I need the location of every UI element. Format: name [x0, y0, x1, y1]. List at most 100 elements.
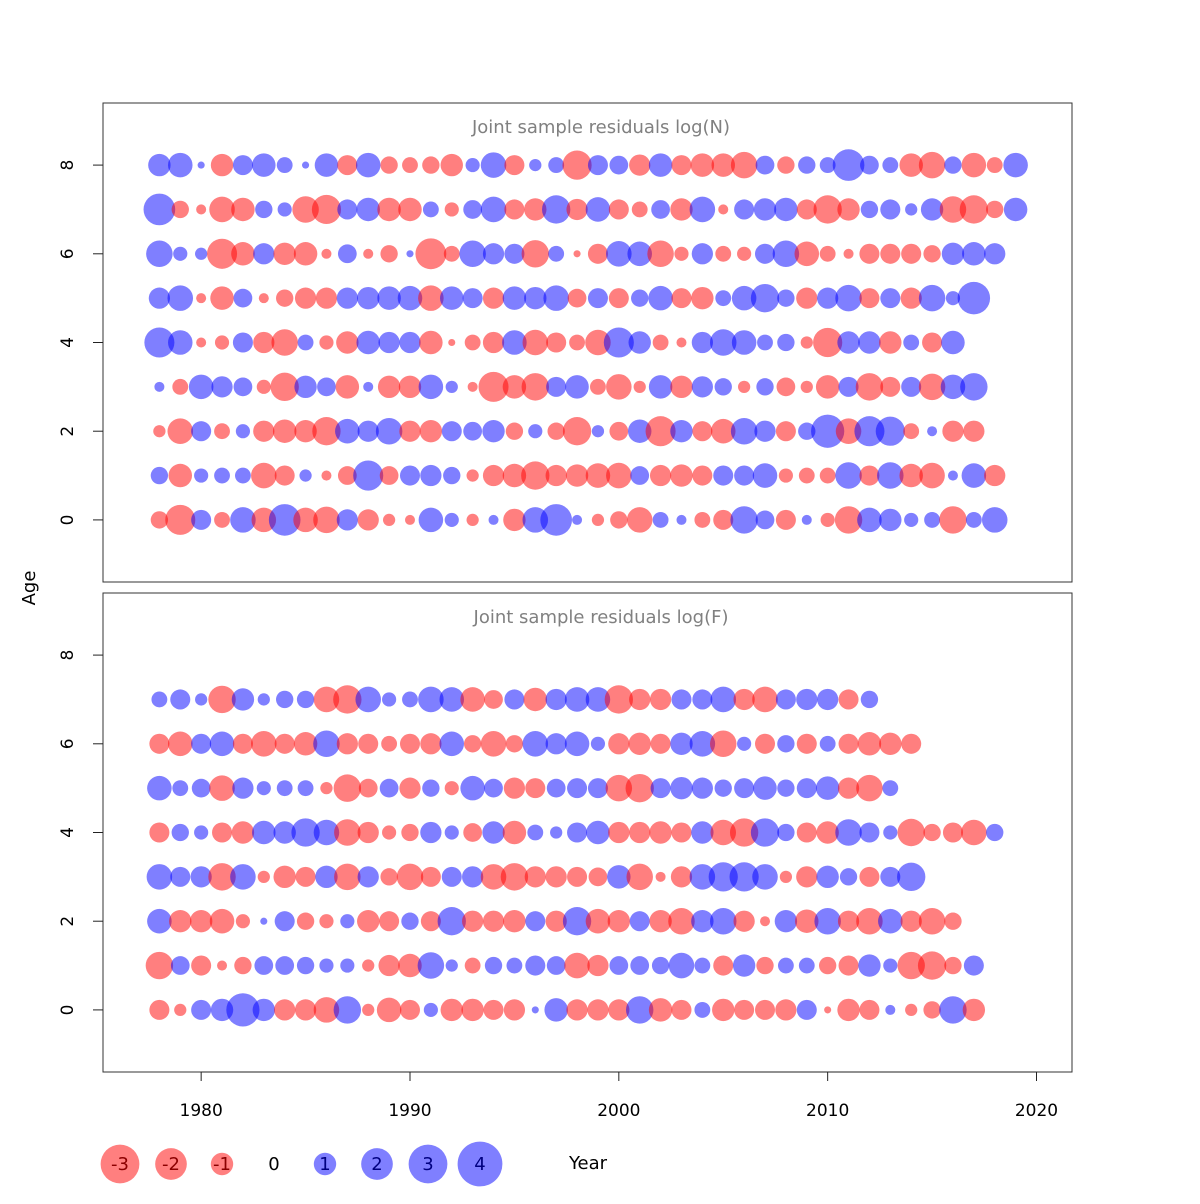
- residual-bubble: [377, 375, 401, 399]
- residual-bubble: [273, 242, 296, 265]
- panel-log-n: Joint sample residuals log(N) 0 2 4 6 8: [58, 102, 1073, 583]
- residual-bubble: [756, 378, 774, 396]
- residual-bubble: [668, 952, 695, 979]
- residual-bubble: [694, 957, 711, 974]
- residual-bubble: [820, 512, 835, 527]
- residual-bubble: [585, 197, 611, 222]
- residual-bubble: [380, 245, 398, 263]
- residual-bubble: [482, 464, 505, 487]
- residual-bubble: [944, 912, 962, 930]
- residual-bubble: [209, 731, 235, 757]
- residual-bubble: [572, 514, 583, 525]
- residual-bubble: [816, 865, 839, 889]
- residual-bubble: [962, 242, 986, 266]
- residual-bubble: [274, 911, 295, 932]
- residual-bubble: [232, 332, 253, 353]
- residual-bubble: [377, 286, 401, 310]
- residual-bubble: [210, 153, 234, 177]
- residual-bubble: [504, 199, 525, 220]
- residual-bubble: [253, 243, 275, 265]
- residual-bubble: [297, 780, 314, 797]
- residual-bubble: [757, 334, 773, 351]
- residual-bubble: [901, 243, 922, 264]
- residual-bubble: [608, 733, 630, 755]
- residual-bubble: [196, 204, 207, 215]
- legend-bubble: [457, 1141, 503, 1187]
- residual-bubble: [254, 956, 274, 975]
- residual-bubble: [168, 463, 193, 488]
- residual-bubble: [334, 819, 361, 846]
- residual-bubble: [811, 414, 845, 448]
- residual-bubble: [524, 198, 547, 221]
- residual-bubble: [750, 818, 780, 847]
- residual-bubble: [274, 733, 295, 754]
- residual-bubble: [963, 420, 985, 442]
- residual-bubble: [190, 866, 212, 888]
- residual-bubble: [546, 376, 567, 397]
- residual-bubble: [260, 917, 268, 925]
- residual-bubble: [838, 689, 859, 710]
- residual-bubble: [194, 825, 209, 840]
- residual-bubble: [144, 327, 175, 358]
- residual-bubble: [466, 469, 479, 482]
- residual-bubble: [567, 866, 588, 887]
- residual-bubble: [357, 866, 379, 888]
- residual-bubble: [355, 686, 381, 713]
- residual-bubble: [252, 998, 276, 1022]
- residual-bubble: [398, 197, 422, 222]
- residual-bubble: [652, 334, 669, 351]
- residual-bubble: [256, 781, 271, 796]
- residual-bubble: [320, 782, 333, 795]
- residual-bubble: [336, 509, 358, 531]
- residual-bubble: [670, 464, 693, 487]
- residual-bubble: [777, 957, 794, 974]
- residual-bubble: [562, 150, 592, 180]
- residual-bubble: [531, 1006, 539, 1014]
- legend-label: 4: [474, 1154, 485, 1175]
- residual-bubble: [855, 373, 884, 401]
- residual-bubble: [649, 464, 672, 487]
- residual-bubble: [859, 465, 880, 486]
- y-tick-label: 0: [58, 514, 78, 525]
- residual-bubble: [718, 204, 729, 215]
- residual-bubble: [651, 200, 670, 219]
- residual-bubble: [605, 774, 633, 802]
- residual-bubble: [832, 149, 865, 181]
- residual-bubble: [923, 245, 941, 263]
- residual-bubble: [899, 153, 923, 177]
- residual-bubble: [399, 777, 421, 799]
- residual-bubble: [437, 907, 466, 936]
- residual-bubble: [730, 506, 758, 534]
- residual-bubble: [545, 464, 567, 487]
- residual-bubble: [713, 955, 734, 976]
- residual-bubble: [196, 337, 207, 348]
- residual-bubble: [732, 954, 756, 977]
- residual-bubble: [689, 196, 716, 223]
- residual-bubble: [167, 418, 194, 444]
- residual-bubble: [337, 466, 357, 485]
- residual-bubble: [212, 822, 233, 843]
- residual-bubble: [398, 953, 422, 978]
- x-axis: 1980 1990 2000 2010 2020: [180, 1071, 1058, 1121]
- residual-bubble: [422, 201, 439, 218]
- residual-bubble: [947, 470, 958, 481]
- residual-bubble: [897, 818, 925, 847]
- residual-bubble: [733, 688, 755, 711]
- residual-bubble: [648, 375, 673, 399]
- residual-bubble: [480, 196, 507, 223]
- residual-bubble: [882, 780, 899, 797]
- residual-bubble: [588, 867, 608, 887]
- residual-bubble: [231, 242, 255, 266]
- residual-bubble: [650, 778, 671, 799]
- residual-bubble: [500, 863, 529, 891]
- residual-bubble: [730, 151, 758, 179]
- residual-bubble: [709, 730, 737, 758]
- residual-bubble: [276, 157, 293, 174]
- residual-bubble: [692, 421, 713, 442]
- residual-bubble: [502, 463, 527, 488]
- residual-bubble: [731, 330, 757, 355]
- residual-bubble: [521, 461, 550, 490]
- residual-bubble: [777, 735, 795, 753]
- residual-bubble: [837, 198, 860, 221]
- residual-bubble: [779, 870, 793, 883]
